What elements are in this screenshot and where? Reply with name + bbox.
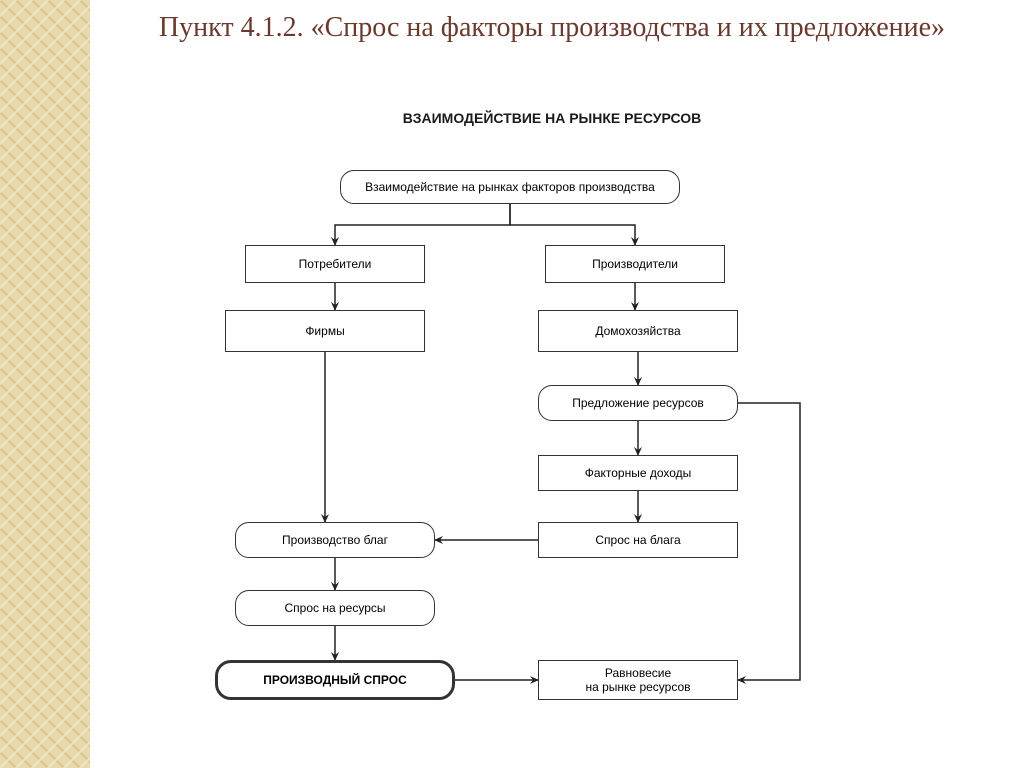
flow-node-n12: Равновесие на рынке ресурсов xyxy=(538,660,738,700)
flow-node-n10: Спрос на ресурсы xyxy=(235,590,435,626)
flow-node-n11: ПРОИЗВОДНЫЙ СПРОС xyxy=(215,660,455,700)
flow-node-n2: Потребители xyxy=(245,245,425,283)
flow-node-n3: Производители xyxy=(545,245,725,283)
flow-node-n5: Домохозяйства xyxy=(538,310,738,352)
flow-node-n4: Фирмы xyxy=(225,310,425,352)
flow-node-n1: Взаимодействие на рынках факторов произв… xyxy=(340,170,680,204)
flowchart-canvas: Взаимодействие на рынках факторов произв… xyxy=(100,150,1000,760)
flow-node-n9: Спрос на блага xyxy=(538,522,738,558)
strip-pattern xyxy=(0,0,90,768)
flow-node-n7: Факторные доходы xyxy=(538,455,738,491)
page-title: Пункт 4.1.2. «Спрос на факторы производс… xyxy=(100,10,1004,45)
flow-node-n6: Предложение ресурсов xyxy=(538,385,738,421)
left-decorative-strip xyxy=(0,0,90,768)
flow-node-n8: Производство благ xyxy=(235,522,435,558)
diagram-heading: ВЗАИМОДЕЙСТВИЕ НА РЫНКЕ РЕСУРСОВ xyxy=(100,110,1004,126)
